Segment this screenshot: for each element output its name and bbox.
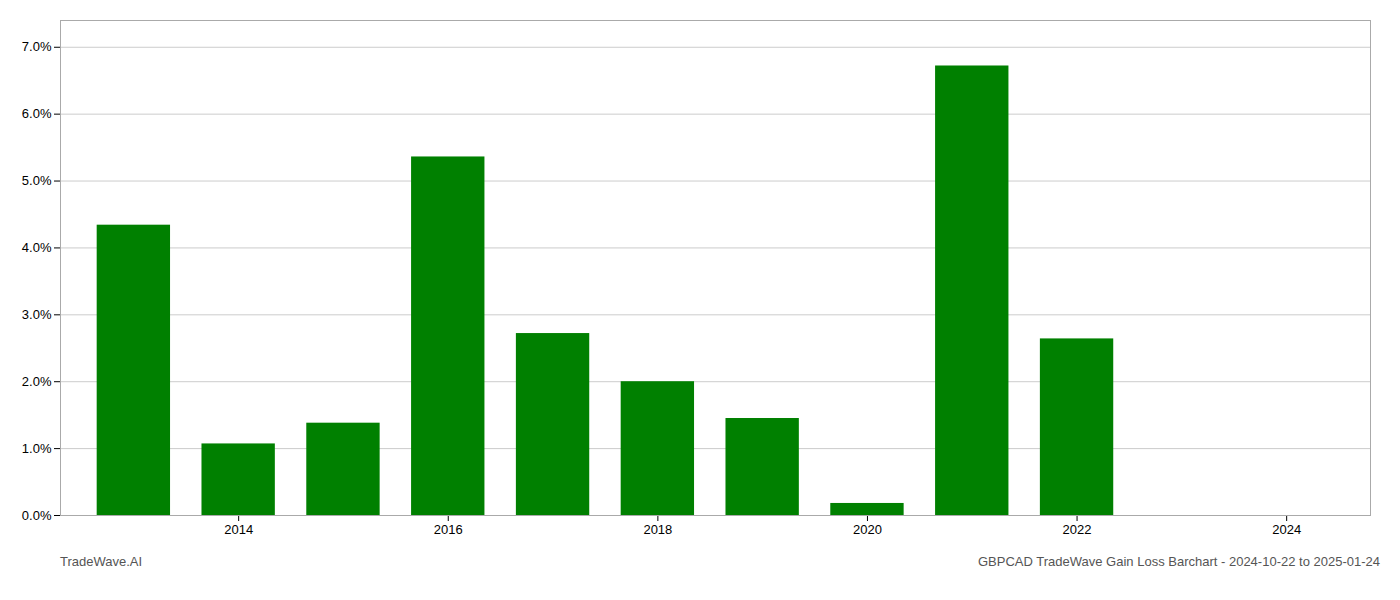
svg-text:1.0%: 1.0% <box>22 441 52 456</box>
svg-text:2.0%: 2.0% <box>22 374 52 389</box>
svg-text:4.0%: 4.0% <box>22 240 52 255</box>
svg-text:5.0%: 5.0% <box>22 173 52 188</box>
svg-text:6.0%: 6.0% <box>22 106 52 121</box>
svg-text:2014: 2014 <box>224 522 253 537</box>
html-text:TradeWave.AI: TradeWave.AI <box>60 554 143 569</box>
svg-text:3.0%: 3.0% <box>22 307 52 322</box>
html-text:GBPCAD TradeWave Gain Loss Bar: GBPCAD TradeWave Gain Loss Barchart - 20… <box>978 554 1380 569</box>
svg-text:2018: 2018 <box>643 522 672 537</box>
svg-text:0.0%: 0.0% <box>22 508 52 523</box>
svg-text:2024: 2024 <box>1272 522 1301 537</box>
svg-text:2016: 2016 <box>434 522 463 537</box>
svg-text:7.0%: 7.0% <box>22 39 52 54</box>
svg-text:2022: 2022 <box>1063 522 1092 537</box>
svg-text:2020: 2020 <box>853 522 882 537</box>
